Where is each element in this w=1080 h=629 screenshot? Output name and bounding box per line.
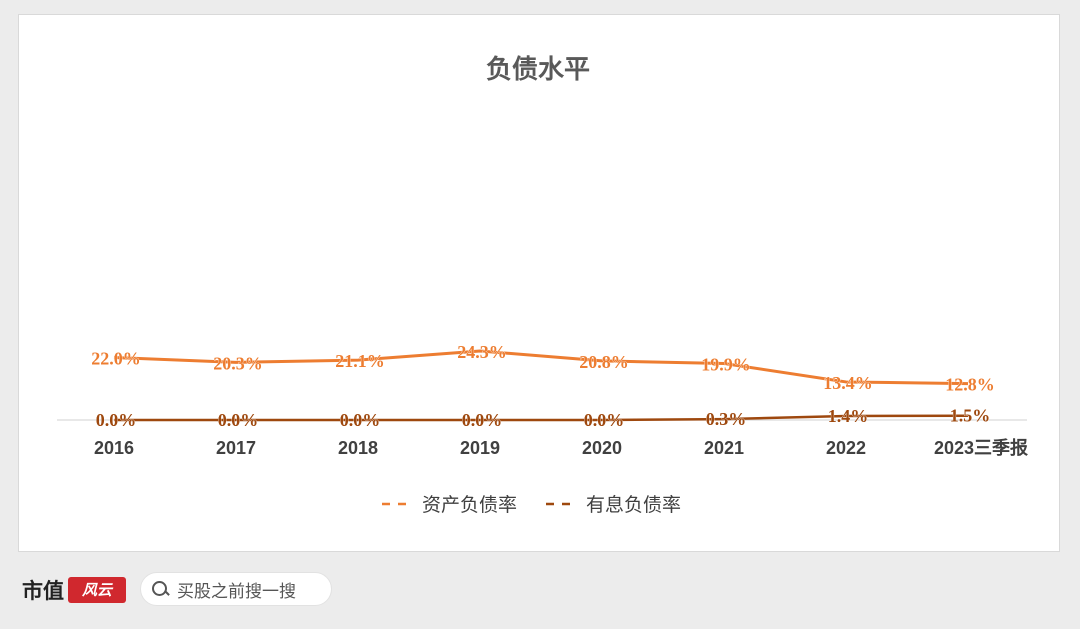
legend-label: 资产负债率: [422, 494, 517, 516]
footer-bar: 市值 风云 买股之前搜一搜: [0, 562, 1080, 629]
x-tick-label: 2020: [582, 438, 622, 458]
x-tick-labels: 2016 2017 2018 2019 2020 2021 2022 2023三季报: [94, 437, 1028, 458]
legend: 资产负债率 有息负债率: [382, 494, 681, 516]
search-input[interactable]: 买股之前搜一搜: [140, 572, 332, 606]
data-label: 19.9%: [701, 354, 751, 374]
data-labels: 22.0% 20.3% 21.1% 24.3% 20.8% 19.9% 13.4% 12.8%…: [91, 342, 995, 431]
data-label: 0.3%: [706, 409, 747, 429]
chart-title: 负债水平: [486, 55, 590, 85]
data-label: 13.4%: [823, 373, 873, 393]
data-label: 1.5%: [950, 406, 991, 426]
x-tick-label: 2022: [826, 438, 866, 458]
data-label: 21.1%: [335, 351, 385, 371]
data-label: 1.4%: [828, 406, 869, 426]
data-label: 0.0%: [96, 410, 137, 430]
data-label: 20.8%: [579, 352, 629, 372]
data-label: 0.0%: [340, 410, 381, 430]
x-tick-label: 2017: [216, 438, 256, 458]
x-tick-label: 2016: [94, 438, 134, 458]
search-icon: [151, 580, 169, 598]
data-label: 0.0%: [218, 410, 259, 430]
legend-label: 有息负债率: [586, 494, 681, 516]
brand-badge: 风云: [68, 577, 126, 603]
brand-text: 市值: [22, 578, 64, 603]
x-tick-label: 2018: [338, 438, 378, 458]
x-tick-label: 2021: [704, 438, 744, 458]
series-layer: [113, 349, 969, 422]
data-label: 0.0%: [462, 410, 503, 430]
x-tick-label: 2019: [460, 438, 500, 458]
data-label: 24.3%: [457, 342, 507, 362]
data-label: 12.8%: [945, 375, 995, 395]
data-label: 20.3%: [213, 353, 263, 373]
x-tick-label: 2023三季报: [934, 437, 1028, 458]
series-line-0: [113, 349, 969, 386]
data-label: 22.0%: [91, 349, 141, 369]
data-label: 0.0%: [584, 410, 625, 430]
line-chart: 负债水平 22.0% 20.3% 21.1% 24.3% 20.8% 19.9% 13.4%…: [57, 55, 1028, 516]
brand-logo: 市值 风云: [22, 575, 126, 605]
chart-card: 负债水平 22.0% 20.3% 21.1% 24.3% 20.8% 19.9% 13.4%…: [18, 14, 1060, 552]
series-line-1: [114, 414, 969, 422]
search-placeholder: 买股之前搜一搜: [177, 581, 296, 602]
